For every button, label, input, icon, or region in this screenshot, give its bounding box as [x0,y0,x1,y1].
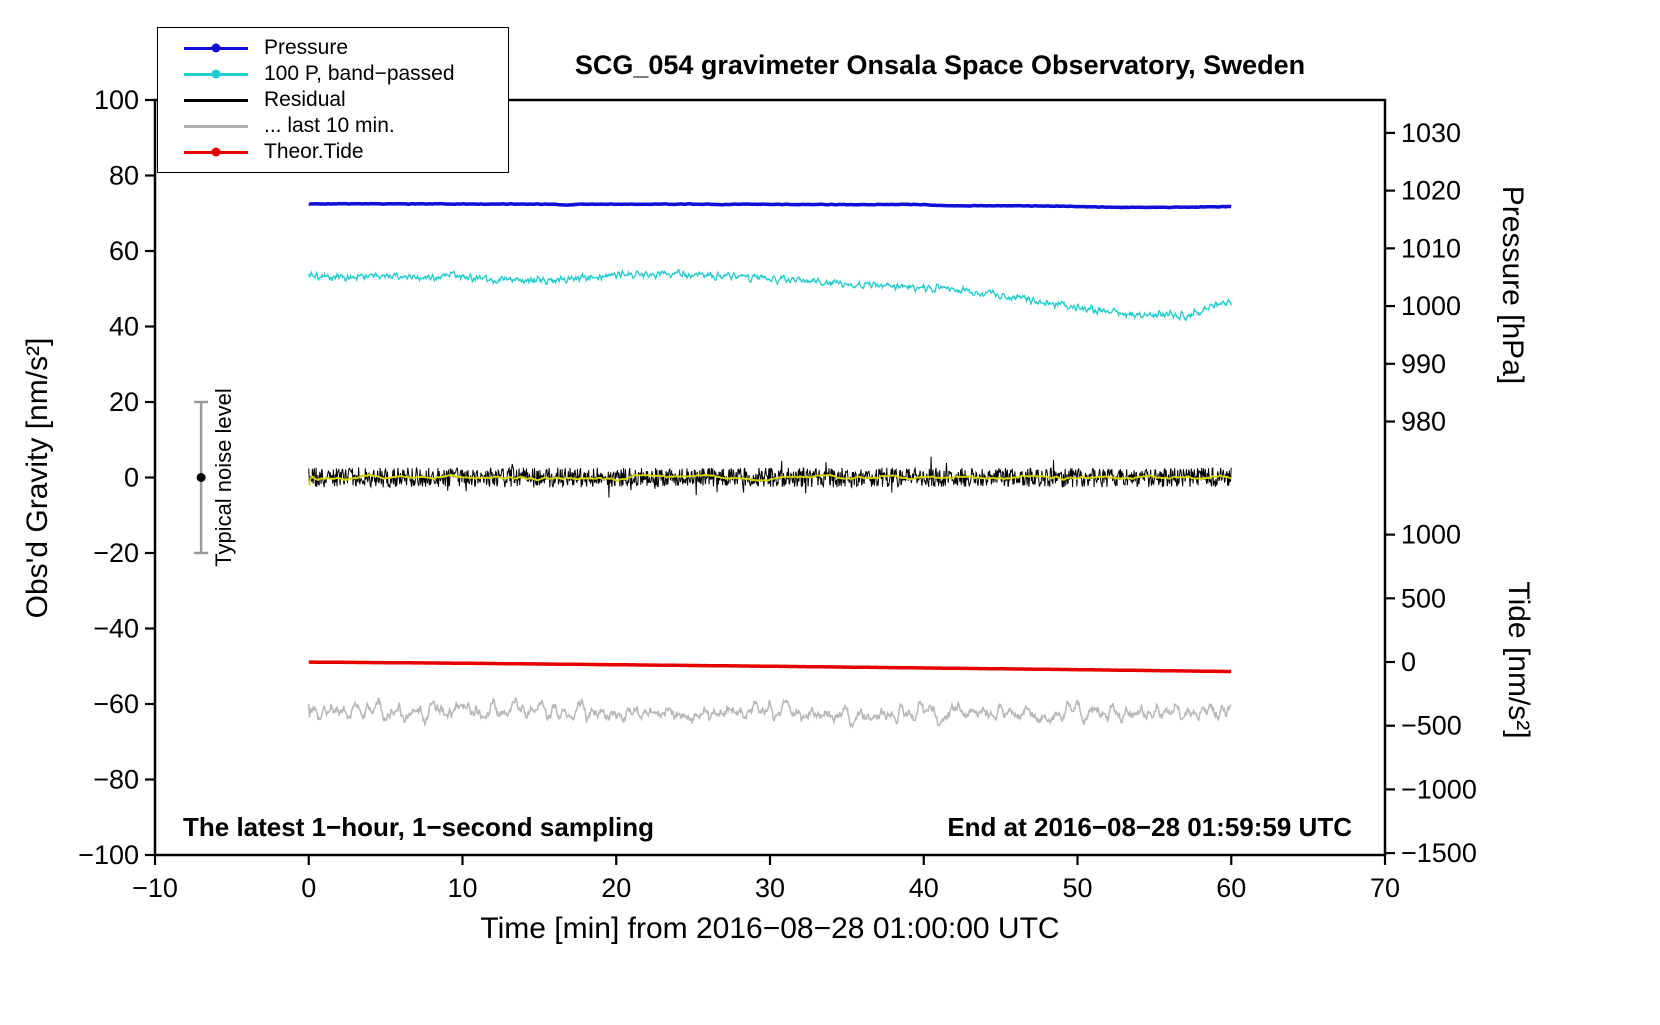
tide-axis-label: Tide [nm/s²] [1502,581,1535,739]
chart-title: SCG_054 gravimeter Onsala Space Observat… [574,50,1306,80]
left-tick-label: −60 [93,689,139,719]
pressure-tick-label: 980 [1401,407,1446,437]
legend-line-sample [184,69,248,79]
legend-item: Pressure [158,35,508,61]
legend-item: Residual [158,87,508,113]
pressure-tick-label: 990 [1401,349,1446,379]
x-tick-label: 60 [1216,873,1246,903]
left-tick-label: −20 [93,538,139,568]
legend-marker-dot [211,147,221,157]
legend-label: 100 P, band−passed [264,62,455,85]
series-pressure [308,201,1232,210]
series-residual-smoothed [308,473,1232,487]
left-tick-label: 40 [109,312,139,342]
left-tick-label: 100 [94,85,139,115]
pressure-axis-label: Pressure [hPa] [1496,185,1529,385]
left-tick-label: 80 [109,161,139,191]
left-tick-label: −80 [93,765,139,795]
legend-item: Theor.Tide [158,139,508,165]
x-tick-label: 10 [447,873,477,903]
series-group [308,201,1232,729]
legend-label: ... last 10 min. [264,114,395,137]
left-axis-ticks: −100 −80 −60 −40 −20 0 20 40 60 80 100 [78,85,155,870]
series-last-10-min [308,696,1232,729]
tide-tick-label: −1000 [1401,774,1477,804]
legend-item: ... last 10 min. [158,113,508,139]
tide-tick-label: 0 [1401,647,1416,677]
sampling-annotation: The latest 1−hour, 1−second sampling [183,812,655,842]
legend-marker-dot [211,69,221,79]
x-tick-label: 30 [755,873,785,903]
pressure-tick-label: 1010 [1401,233,1461,263]
x-tick-label: 0 [301,873,316,903]
left-axis-label: Obs'd Gravity [nm/s²] [21,337,54,619]
tide-tick-label: 1000 [1401,520,1461,550]
left-tick-label: 0 [124,463,139,493]
legend-line-sample [184,121,248,131]
left-tick-label: −40 [93,614,139,644]
pressure-tick-label: 1030 [1401,118,1461,148]
legend-item: 100 P, band−passed [158,61,508,87]
legend-line-sample [184,95,248,105]
pressure-tick-label: 1000 [1401,291,1461,321]
noise-level-marker: Typical noise level [194,388,236,567]
pressure-axis-ticks: 1030 1020 1010 1000 990 980 [1385,118,1461,437]
legend-line-sample [184,43,248,53]
legend-label: Residual [264,88,346,111]
x-axis-label: Time [min] from 2016−08−28 01:00:00 UTC [480,912,1060,945]
legend-line-sample [184,147,248,157]
tide-tick-label: −500 [1401,711,1462,741]
series-100-p-band-passed [308,268,1232,322]
end-time-annotation: End at 2016−08−28 01:59:59 UTC [947,812,1352,842]
pressure-tick-label: 1020 [1401,176,1461,206]
tide-axis-ticks: 1000 500 0 −500 −1000 −1500 [1385,520,1477,868]
legend: Pressure 100 P, band−passed Residual ... la… [157,27,509,173]
legend-label: Pressure [264,36,349,59]
tide-tick-label: 500 [1401,583,1446,613]
left-tick-label: 60 [109,236,139,266]
x-tick-label: 40 [909,873,939,903]
x-tick-label: 50 [1062,873,1092,903]
x-tick-label: 20 [601,873,631,903]
legend-marker-dot [211,43,221,53]
series-residual [308,456,1232,498]
noise-level-dot [196,473,206,482]
legend-label: Theor.Tide [264,140,364,163]
x-axis-ticks: −10 0 10 20 30 40 50 60 70 [132,855,1400,903]
series-theor-tide [308,660,1232,674]
noise-level-label: Typical noise level [211,388,236,567]
x-tick-label: −10 [132,873,178,903]
x-tick-label: 70 [1370,873,1400,903]
left-tick-label: −100 [78,840,139,870]
left-tick-label: 20 [109,387,139,417]
tide-tick-label: −1500 [1401,838,1477,868]
